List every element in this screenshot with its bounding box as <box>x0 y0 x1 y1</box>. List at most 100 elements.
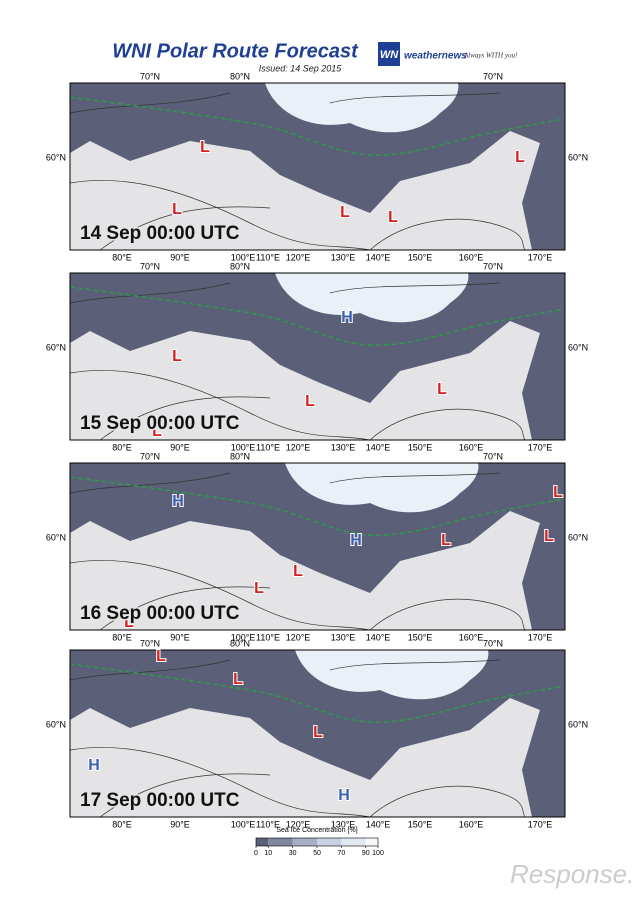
pressure-system: L <box>233 671 243 688</box>
colorbar-segment <box>292 838 317 846</box>
sea-ice <box>265 83 459 133</box>
lon-label: 80°E <box>112 632 132 642</box>
lon-label: 120°E <box>286 632 311 642</box>
lon-label: 140°E <box>366 252 391 262</box>
lon-label: 100°E <box>231 632 256 642</box>
lat-label: 60°N <box>568 719 588 729</box>
colorbar-label: 100 <box>372 850 384 857</box>
map-layer <box>70 463 565 630</box>
sea <box>70 83 565 250</box>
lon-label: 140°E <box>366 442 391 452</box>
lat-label: 60°N <box>568 342 588 352</box>
isobar <box>369 598 526 630</box>
forecast-time: 14 Sep 00:00 UTC <box>80 223 240 244</box>
route <box>70 96 565 156</box>
lon-label: 130°E <box>331 442 356 452</box>
route <box>70 476 565 536</box>
lat-label: 70°N <box>140 638 160 648</box>
lon-label: 110°E <box>256 442 280 452</box>
isobar <box>99 396 271 440</box>
isobar <box>369 218 526 250</box>
lat-label: 60°N <box>46 152 66 162</box>
lat-label: 80°N <box>230 451 250 461</box>
pressure-system: L <box>553 484 563 501</box>
watermark: Response. <box>510 859 634 889</box>
lat-label: 60°N <box>46 342 66 352</box>
lon-label: 80°E <box>112 819 132 829</box>
map-layer <box>70 650 565 817</box>
sea <box>70 273 565 440</box>
isobar <box>70 560 371 630</box>
forecast-time: 16 Sep 00:00 UTC <box>80 603 240 624</box>
map-panel: L L L L L 14 Sep 00:00 UTC 70°N 80°N 70°N 60°N 60°… <box>46 71 588 262</box>
lon-label: 160°E <box>459 252 484 262</box>
lat-label: 70°N <box>483 261 503 271</box>
frame <box>69 272 566 441</box>
lon-label: 160°E <box>459 819 484 829</box>
colorbar-frame <box>255 837 379 847</box>
lon-label: 110°E <box>256 819 280 829</box>
forecast-time: 17 Sep 00:00 UTC <box>80 790 240 811</box>
pressure-system: L <box>152 423 162 440</box>
pressure-system: L <box>124 614 134 631</box>
pressure-system: H <box>338 787 350 804</box>
brand: weathernews <box>404 51 467 62</box>
pressure-system: L <box>305 393 315 410</box>
isobar <box>329 472 501 484</box>
colorbar-segment <box>317 838 342 846</box>
route <box>70 286 565 346</box>
lon-label: 140°E <box>366 819 391 829</box>
lon-label: 110°E <box>256 252 280 262</box>
lon-label: 170°E <box>528 252 553 262</box>
lon-label: 160°E <box>459 632 484 642</box>
route <box>70 663 565 723</box>
lon-label: 130°E <box>331 632 356 642</box>
pressure-system: L <box>254 580 264 597</box>
colorbar-label: 50 <box>313 850 321 857</box>
colorbar-label: 0 <box>254 850 258 857</box>
isobar <box>70 180 371 250</box>
lat-label: 70°N <box>483 451 503 461</box>
pressure-system: L <box>200 139 210 156</box>
isobar <box>70 92 231 114</box>
pressure-system: L <box>441 532 451 549</box>
isobar <box>99 773 271 817</box>
isobar <box>369 785 526 817</box>
pressure-system: L <box>544 528 554 545</box>
lat-label: 80°N <box>230 71 250 81</box>
lon-label: 150°E <box>408 819 433 829</box>
forecast-time: 15 Sep 00:00 UTC <box>80 413 240 434</box>
isobar <box>329 92 501 104</box>
map-panel: L L L H H 17 Sep 00:00 UTC 70°N 80°N 70°N 60°N 60°… <box>46 638 588 829</box>
lon-label: 120°E <box>286 819 311 829</box>
isobar <box>99 586 271 630</box>
colorbar-segment <box>341 838 366 846</box>
isobar <box>369 408 526 440</box>
colorbar-segment <box>365 838 378 846</box>
lon-label: 90°E <box>170 632 190 642</box>
pressure-system: H <box>350 532 362 549</box>
lon-label: 90°E <box>170 252 190 262</box>
lon-label: 80°E <box>112 442 132 452</box>
logo-mark: WN <box>380 49 399 61</box>
frame <box>69 649 566 818</box>
lon-label: 100°E <box>231 442 256 452</box>
lat-label: 60°N <box>46 719 66 729</box>
colorbar-segment <box>268 838 293 846</box>
colorbar-label: 90 <box>362 850 370 857</box>
lat-label: 60°N <box>568 152 588 162</box>
colorbar-label: 10 <box>264 850 272 857</box>
frame <box>69 82 566 251</box>
legend-title: Sea Ice Concentration [%] <box>276 827 357 834</box>
pressure-system: L <box>156 648 166 665</box>
lon-label: 100°E <box>231 252 256 262</box>
pressure-system: L <box>293 563 303 580</box>
logo-box <box>378 42 400 66</box>
lat-label: 70°N <box>483 71 503 81</box>
lon-label: 170°E <box>528 819 553 829</box>
pressure-system: L <box>437 381 447 398</box>
pressure-system: H <box>341 309 353 326</box>
isobar <box>70 370 371 440</box>
